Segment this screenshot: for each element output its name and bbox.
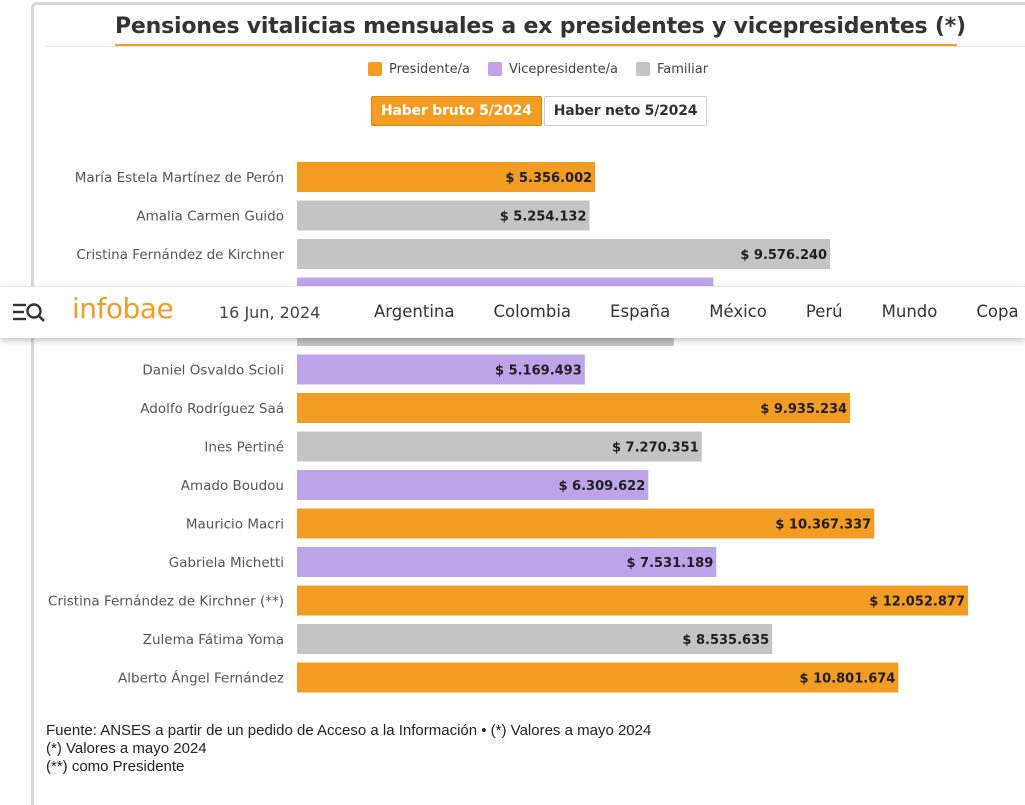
bar-value-label-12: $ 8.535.635	[682, 633, 769, 648]
bar-name-label-12: Zulema Fátima Yoma	[143, 632, 284, 648]
nav-link-argentina[interactable]: Argentina	[374, 302, 455, 321]
bar-5[interactable]	[297, 354, 585, 385]
chart-title: Pensiones vitalicias mensuales a ex pres…	[115, 14, 966, 39]
legend-swatch-vicepresidente	[487, 62, 502, 76]
bar-name-label-0: María Estela Martínez de Perón	[75, 170, 284, 186]
bar-value-label-2: $ 9.576.240	[740, 248, 827, 263]
bar-value-label-9: $ 10.367.337	[775, 518, 871, 533]
legend-label-presidente: Presidente/a	[389, 61, 470, 77]
bar-name-label-2: Cristina Fernández de Kirchner	[76, 247, 284, 263]
values-note: (*) Valores a mayo 2024	[46, 740, 207, 757]
site-navbar: infobae 16 Jun, 2024 Argentina Colombia …	[0, 286, 1025, 338]
bar-value-label-8: $ 6.309.622	[558, 479, 645, 494]
legend-label-vicepresidente: Vicepresidente/a	[508, 61, 618, 77]
title-underline	[115, 44, 957, 46]
menu-search-icon[interactable]	[12, 300, 46, 326]
current-date: 16 Jun, 2024	[219, 303, 321, 322]
bar-13[interactable]	[297, 662, 899, 693]
bar-name-label-8: Amado Boudou	[181, 478, 284, 494]
nav-link-peru[interactable]: Perú	[805, 302, 843, 321]
bar-name-label-1: Amalia Carmen Guido	[136, 209, 284, 225]
bar-11[interactable]	[297, 585, 968, 616]
nav-link-colombia[interactable]: Colombia	[493, 302, 572, 321]
bar-2[interactable]	[297, 239, 831, 269]
bar-value-label-7: $ 7.270.351	[612, 441, 699, 456]
chart-legend: Presidente/a Vicepresidente/a Familiar	[368, 60, 708, 78]
president-note: (**) como Presidente	[46, 758, 185, 775]
nav-link-copa[interactable]: Copa	[976, 302, 1019, 321]
legend-swatch-familiar	[635, 62, 650, 76]
nav-links: Argentina Colombia España México Perú Mu…	[374, 302, 1025, 321]
bar-name-label-13: Alberto Ángel Fernández	[118, 670, 284, 687]
bar-name-label-11: Cristina Fernández de Kirchner (**)	[48, 594, 284, 610]
legend-swatch-presidente	[368, 62, 382, 76]
bar-value-label-0: $ 5.356.002	[505, 171, 592, 186]
bar-value-label-13: $ 10.801.674	[800, 672, 896, 687]
nav-link-mexico[interactable]: México	[709, 302, 767, 321]
legend-item-vicepresidente[interactable]: Vicepresidente/a	[487, 60, 618, 78]
title-divider	[46, 46, 1025, 47]
bar-12[interactable]	[297, 624, 773, 654]
nav-link-espana[interactable]: España	[610, 302, 671, 321]
bar-value-label-10: $ 7.531.189	[626, 556, 713, 571]
bar-1[interactable]	[297, 200, 590, 231]
source-note: Fuente: ANSES a partir de un pedido de A…	[46, 722, 652, 739]
tab-haber-bruto[interactable]: Haber bruto 5/2024	[371, 96, 542, 126]
bar-chart: María Estela Martínez de Perón $ 5.356.00…	[48, 162, 968, 693]
bar-name-label-6: Adolfo Rodríguez Saá	[140, 401, 284, 417]
legend-item-presidente[interactable]: Presidente/a	[368, 60, 470, 78]
bar-value-label-1: $ 5.254.132	[500, 210, 587, 225]
legend-label-familiar: Familiar	[656, 61, 709, 77]
legend-item-familiar[interactable]: Familiar	[635, 60, 709, 78]
bar-10[interactable]	[297, 547, 717, 577]
bar-name-label-7: Ines Pertiné	[204, 440, 284, 456]
bar-9[interactable]	[297, 508, 875, 539]
nav-link-mundo[interactable]: Mundo	[881, 302, 938, 321]
bar-name-label-9: Mauricio Macri	[186, 517, 284, 533]
bar-value-label-11: $ 12.052.877	[869, 595, 965, 610]
bar-value-label-5: $ 5.169.493	[495, 364, 582, 379]
bar-8[interactable]	[297, 470, 649, 500]
bar-name-label-10: Gabriela Michetti	[169, 555, 284, 571]
bar-7[interactable]	[297, 431, 702, 462]
value-tabs: Haber bruto 5/2024 Haber neto 5/2024	[371, 96, 708, 126]
bar-name-label-5: Daniel Osvaldo Scioli	[142, 363, 284, 379]
bar-value-label-6: $ 9.935.234	[760, 402, 847, 417]
tab-haber-neto[interactable]: Haber neto 5/2024	[543, 96, 708, 126]
bar-0[interactable]	[297, 162, 596, 192]
infobae-logo[interactable]: infobae	[72, 292, 174, 325]
bar-6[interactable]	[297, 393, 851, 423]
